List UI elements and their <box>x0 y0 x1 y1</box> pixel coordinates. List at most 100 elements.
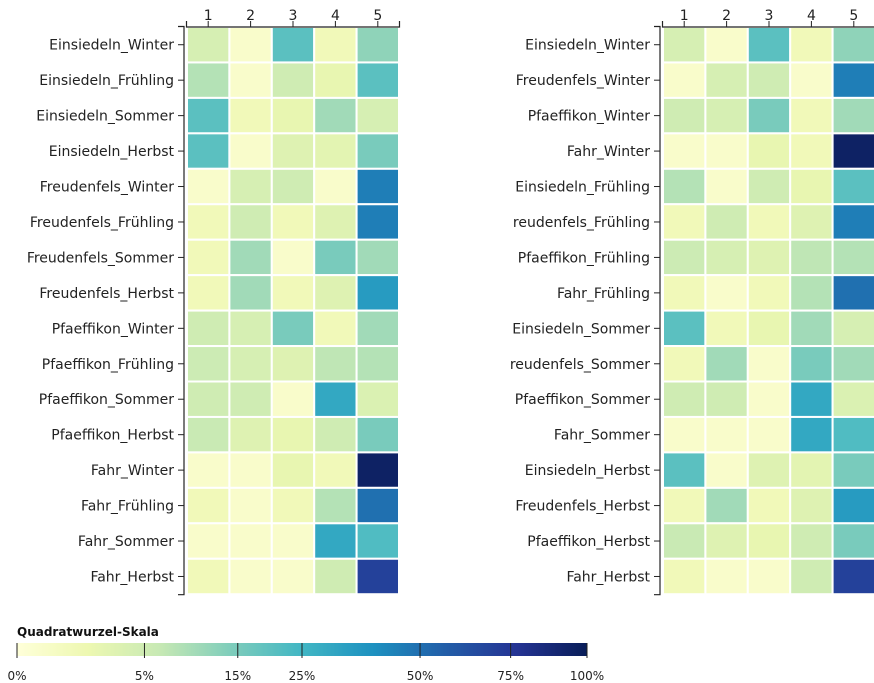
heatmap-cell <box>229 523 271 558</box>
heatmap-cell <box>187 240 229 275</box>
heatmap-cell <box>833 311 874 346</box>
row-label: Einsiedeln_Sommer <box>36 109 174 125</box>
heatmap-cell <box>272 523 314 558</box>
heatmap-cell <box>272 488 314 523</box>
column-label: 3 <box>289 8 298 24</box>
row-label: Pfaeffikon_Frühling <box>42 357 174 373</box>
column-label: 2 <box>722 8 731 24</box>
heatmap-cell <box>748 204 790 239</box>
heatmap-cell <box>748 275 790 310</box>
heatmap-cell <box>790 98 832 133</box>
heatmap-cell <box>748 240 790 275</box>
row-label: Einsiedeln_Herbst <box>525 463 651 479</box>
heatmap-cell <box>663 275 705 310</box>
heatmap-cell <box>272 382 314 417</box>
heatmap-cell <box>705 452 747 487</box>
heatmap-cell <box>705 275 747 310</box>
heatmap-cell <box>833 240 874 275</box>
heatmap-cell <box>705 240 747 275</box>
heatmap-cell <box>229 452 271 487</box>
heatmap-cell <box>357 417 399 452</box>
row-label: Pfaeffikon_Winter <box>528 109 651 125</box>
legend-tick-label: 0% <box>7 669 26 683</box>
column-label: 5 <box>373 8 382 24</box>
row-label: Fahr_Winter <box>91 463 174 479</box>
heatmap-cell <box>229 62 271 97</box>
heatmap-cell <box>833 133 874 168</box>
heatmap-cell <box>229 169 271 204</box>
heatmap-cell <box>663 346 705 381</box>
heatmap-cell <box>272 346 314 381</box>
heatmap-cell <box>187 523 229 558</box>
heatmap-cell <box>314 452 356 487</box>
row-label: Fahr_Winter <box>567 144 650 160</box>
heatmap-cell <box>187 62 229 97</box>
heatmap-cell <box>748 62 790 97</box>
heatmap-cell <box>187 311 229 346</box>
heatmap-cell <box>229 417 271 452</box>
left-axis-line <box>178 27 184 595</box>
heatmap-cell <box>357 240 399 275</box>
heatmap-cell <box>187 417 229 452</box>
heatmap-cell <box>272 275 314 310</box>
heatmap-cell <box>357 98 399 133</box>
heatmap-cell <box>705 382 747 417</box>
heatmap-cell <box>748 452 790 487</box>
legend-tick-label: 25% <box>289 669 316 683</box>
heatmap-panel-2: 1 2 3 4 5 Einsiedeln_Winter Freudenfels_Winter… <box>510 8 874 595</box>
heatmap-cell <box>314 27 356 62</box>
legend-tick-label: 100% <box>570 669 604 683</box>
row-label: Pfaeffikon_Frühling <box>518 250 650 266</box>
heatmap-cell <box>187 27 229 62</box>
heatmap-cell <box>833 27 874 62</box>
heatmap-cell <box>663 62 705 97</box>
heatmap-cell <box>229 559 271 594</box>
row-label: Pfaeffikon_Winter <box>52 321 175 337</box>
row-label: Einsiedeln_Winter <box>49 38 174 54</box>
heatmap-cell <box>229 240 271 275</box>
heatmap-cell <box>314 169 356 204</box>
heatmap-cell <box>357 62 399 97</box>
heatmap-cell <box>357 27 399 62</box>
row-label: Fahr_Herbst <box>566 569 650 585</box>
heatmap-cell <box>833 452 874 487</box>
heatmap-cell <box>272 417 314 452</box>
heatmap-cell <box>748 133 790 168</box>
row-label: Fahr_Frühling <box>81 499 174 515</box>
column-label: 2 <box>246 8 255 24</box>
heatmap-cell <box>314 488 356 523</box>
heatmap-cell <box>790 488 832 523</box>
heatmap-cell <box>705 311 747 346</box>
heatmap-cell <box>187 133 229 168</box>
heatmap-cell <box>357 346 399 381</box>
heatmap-cell <box>748 346 790 381</box>
heatmap-cell <box>357 169 399 204</box>
heatmap-cell <box>229 275 271 310</box>
heatmap-cell <box>748 311 790 346</box>
column-label: 3 <box>765 8 774 24</box>
row-label: reudenfels_Frühling <box>513 215 650 231</box>
heatmap-cell <box>748 382 790 417</box>
heatmap-cell <box>790 27 832 62</box>
heatmap-cell <box>272 169 314 204</box>
heatmap-cell <box>314 133 356 168</box>
heatmap-cell <box>272 62 314 97</box>
heatmap-cell <box>663 240 705 275</box>
heatmap-cell <box>314 523 356 558</box>
column-label: 4 <box>331 8 340 24</box>
row-label: Freudenfels_Herbst <box>515 499 650 515</box>
heatmap-cell <box>357 311 399 346</box>
heatmap-cell <box>833 417 874 452</box>
row-label: reudenfels_Sommer <box>510 357 650 373</box>
heatmap-cell <box>790 133 832 168</box>
heatmap-cell <box>663 98 705 133</box>
row-label: Einsiedeln_Frühling <box>515 180 650 196</box>
row-label: Pfaeffikon_Herbst <box>527 534 650 550</box>
heatmap-cell <box>187 346 229 381</box>
heatmap-cell <box>833 488 874 523</box>
heatmap-cell <box>272 240 314 275</box>
heatmap-cell <box>272 559 314 594</box>
column-label: 4 <box>807 8 816 24</box>
heatmap-cell <box>187 275 229 310</box>
row-label: Pfaeffikon_Herbst <box>51 428 174 444</box>
